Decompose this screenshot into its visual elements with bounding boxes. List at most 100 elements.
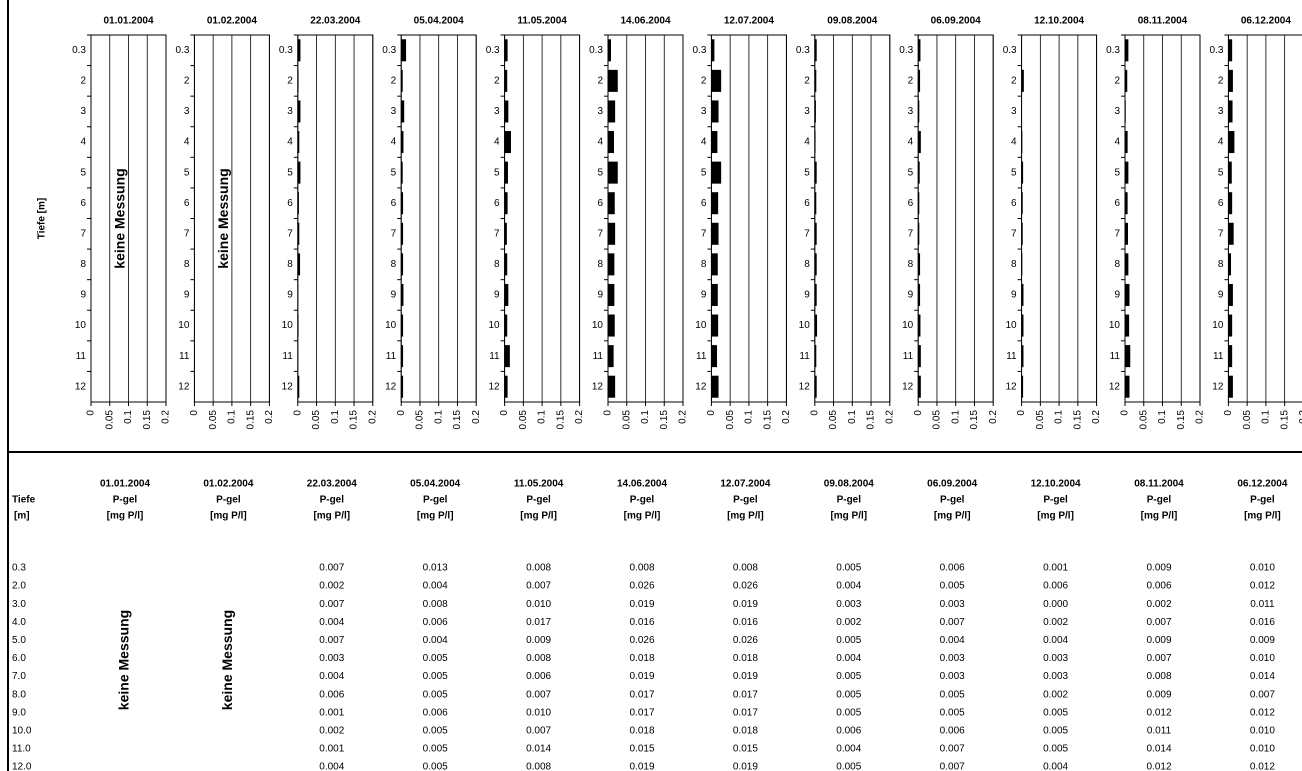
x-tick-label: 0.05 (725, 410, 736, 430)
y-tick-label: 11 (1006, 351, 1017, 362)
y-tick-label: 9 (804, 290, 810, 301)
y-tick-label: 7 (1218, 228, 1224, 239)
bar (1125, 314, 1130, 337)
y-tick-label: 0.3 (1106, 45, 1120, 56)
column-date: 11.05.2004 (514, 479, 564, 490)
bar (401, 39, 407, 62)
y-tick-label: 5 (184, 167, 190, 178)
bar (711, 283, 718, 306)
y-tick-label: 11 (386, 351, 397, 362)
bar (504, 345, 510, 368)
column-date: 12.10.2004 (1031, 479, 1081, 490)
bar (1021, 192, 1023, 215)
y-tick-label: 4 (804, 137, 810, 148)
y-tick-label: 4 (1011, 137, 1017, 148)
table-cell: 0.005 (423, 653, 448, 664)
column-date: 06.12.2004 (1237, 479, 1287, 490)
y-tick-label: 4 (908, 137, 914, 148)
bar (1125, 253, 1129, 276)
y-tick-label: 0.3 (692, 45, 706, 56)
x-tick-label: 0.05 (932, 410, 943, 430)
bar (297, 253, 301, 276)
bar (814, 69, 817, 92)
bar (1228, 314, 1233, 337)
bar (918, 131, 921, 154)
table-cell: 0.006 (526, 671, 551, 682)
y-tick-label: 12 (592, 381, 604, 392)
bar (918, 39, 921, 62)
x-tick-label: 0 (292, 410, 303, 416)
bar (401, 345, 404, 368)
x-tick-label: 0.15 (452, 410, 463, 430)
y-tick-label: 11 (282, 351, 293, 362)
x-tick-label: 0.1 (1261, 410, 1272, 424)
bar (1125, 161, 1129, 184)
table-cell: 0.018 (733, 653, 758, 664)
y-tick-label: 7 (184, 228, 190, 239)
x-tick-label: 0.1 (847, 410, 858, 424)
x-tick-label: 0.2 (678, 410, 689, 424)
y-tick-label: 0.3 (486, 45, 500, 56)
bar (814, 192, 817, 215)
table-cell: 0.012 (1250, 581, 1275, 592)
bar (401, 314, 404, 337)
x-tick-label: 0.15 (1072, 410, 1083, 430)
chart-title: 11.05.2004 (517, 16, 567, 27)
column-date: 14.06.2004 (617, 479, 667, 490)
table-cell: 0.018 (629, 653, 654, 664)
y-tick-label: 7 (701, 228, 707, 239)
x-tick-label: 0.2 (574, 410, 585, 424)
y-tick-label: 4 (494, 137, 500, 148)
y-tick-label: 3 (184, 106, 190, 117)
bar (1125, 283, 1130, 306)
table-cell: 0.001 (319, 707, 344, 718)
column-parameter: P-gel (837, 495, 862, 506)
bar (711, 192, 719, 215)
bar (504, 283, 509, 306)
bar (504, 131, 511, 154)
bar (608, 314, 615, 337)
y-tick-label: 11 (696, 351, 707, 362)
bar (814, 39, 817, 62)
y-tick-label: 9 (1218, 290, 1224, 301)
y-tick-label: 5 (1011, 167, 1017, 178)
table-cell: 0.016 (1250, 617, 1275, 628)
x-tick-label: 0.05 (828, 410, 839, 430)
table-cell: 0.012 (1250, 762, 1275, 771)
x-tick-label: 0.1 (744, 410, 755, 424)
column-date: 08.11.2004 (1134, 479, 1184, 490)
y-tick-label: 12 (178, 381, 190, 392)
y-tick-label: 9 (1011, 290, 1017, 301)
table-cell: 0.003 (1043, 653, 1068, 664)
table-cell: 0.003 (940, 653, 965, 664)
table-cell: 0.004 (319, 671, 344, 682)
y-tick-label: 5 (597, 167, 603, 178)
table-cell: 0.007 (940, 744, 965, 755)
column-unit: [mg P/l] (520, 511, 557, 522)
bar (1228, 375, 1233, 398)
x-tick-label: 0.1 (227, 410, 238, 424)
table-cell: 0.004 (836, 581, 861, 592)
table-cell: 0.026 (733, 581, 758, 592)
y-tick-label: 7 (908, 228, 914, 239)
table-cell: 0.005 (836, 762, 861, 771)
y-tick-label: 12 (1212, 381, 1224, 392)
table-cell: 0.007 (319, 599, 344, 610)
table-cell: 0.004 (319, 617, 344, 628)
y-tick-label: 8 (1114, 259, 1120, 270)
table-cell: 0.006 (836, 726, 861, 737)
table-cell: 0.003 (940, 599, 965, 610)
bar (297, 100, 301, 123)
y-tick-label: 10 (695, 320, 707, 331)
depth-cell: 10.0 (12, 726, 32, 737)
bar (918, 283, 921, 306)
x-tick-label: 0.15 (762, 410, 773, 430)
x-tick-label: 0.15 (142, 410, 153, 430)
y-tick-label: 9 (701, 290, 707, 301)
x-tick-label: 0.05 (208, 410, 219, 430)
x-tick-label: 0.1 (123, 410, 134, 424)
bar (711, 345, 718, 368)
y-tick-label: 12 (282, 381, 294, 392)
